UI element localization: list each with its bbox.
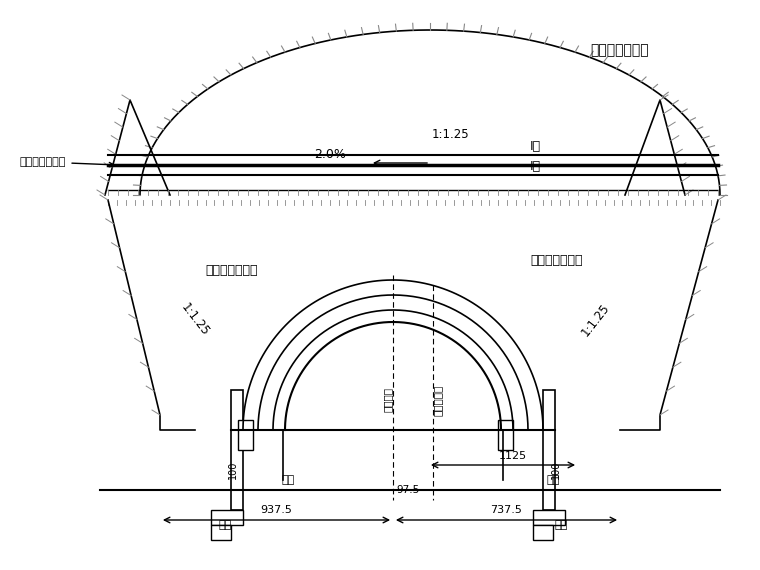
Bar [533,525,553,540]
Text: 隧道中线: 隧道中线 [383,388,393,413]
Bar [211,525,231,540]
Bar [231,390,243,510]
Bar [533,510,565,525]
Bar [211,510,243,525]
Text: 100: 100 [551,461,561,479]
Text: 1:1.25: 1:1.25 [578,301,612,339]
Text: 三维网喷播植草: 三维网喷播植草 [590,43,648,57]
Text: 挡块: 挡块 [281,475,295,485]
Text: 100: 100 [228,461,238,479]
Text: 97.5: 97.5 [397,485,420,495]
Text: 2.0%: 2.0% [314,148,346,161]
Text: 1125: 1125 [499,451,527,461]
Text: I﹂: I﹂ [530,160,541,173]
Text: 1:1.25: 1:1.25 [431,128,469,141]
Text: 937.5: 937.5 [261,505,293,515]
Text: 737.5: 737.5 [490,505,522,515]
Text: 填土: 填土 [554,520,568,530]
Text: I﹁: I﹁ [530,140,541,153]
Text: 引入截水沟排走: 引入截水沟排走 [20,157,114,167]
Text: 行车道中线: 行车道中线 [433,384,443,416]
Text: 填土: 填土 [218,520,232,530]
Text: 1:1.25: 1:1.25 [179,301,212,339]
Text: 三维网喷播植草: 三维网喷播植草 [205,263,258,276]
Text: 挡块: 挡块 [546,475,559,485]
Text: 三维网喷播植草: 三维网喷播植草 [530,254,582,267]
Bar [498,420,513,450]
Bar [543,390,555,510]
Bar [238,420,253,450]
